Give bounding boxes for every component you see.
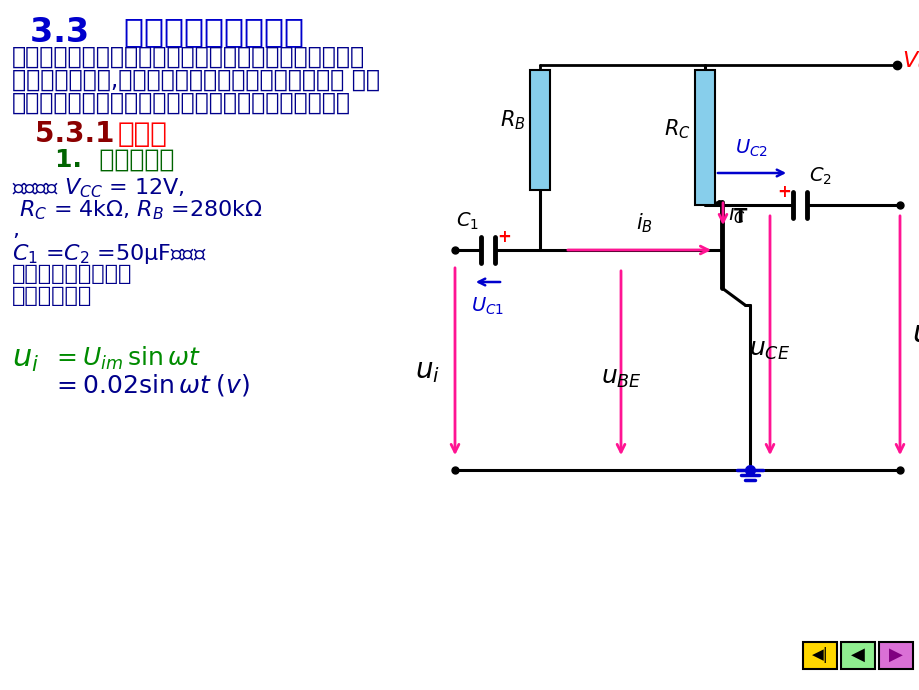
Text: $U_{C2}$: $U_{C2}$ bbox=[734, 138, 767, 159]
Text: 放大电路有输入信号时的工作状态称为动态。动态分析是: 放大电路有输入信号时的工作状态称为动态。动态分析是 bbox=[12, 45, 365, 69]
Text: $U_{C1}$: $U_{C1}$ bbox=[471, 296, 504, 317]
Bar bbox=[878, 642, 912, 669]
Text: $C_1$ =$C_2$ =50μF，三极: $C_1$ =$C_2$ =50μF，三极 bbox=[12, 242, 207, 266]
Text: ▶: ▶ bbox=[888, 646, 902, 664]
Text: 图解法: 图解法 bbox=[118, 120, 167, 148]
Bar bbox=[694, 70, 714, 205]
Text: ◀|: ◀| bbox=[811, 647, 827, 663]
Text: $C_2$: $C_2$ bbox=[808, 166, 831, 187]
Text: $C_1$: $C_1$ bbox=[456, 210, 479, 232]
Text: $u_o$: $u_o$ bbox=[911, 321, 919, 350]
Text: 1.  输出端开路: 1. 输出端开路 bbox=[55, 148, 175, 172]
Text: $i_C$: $i_C$ bbox=[727, 202, 745, 226]
Text: ,: , bbox=[12, 220, 19, 240]
Text: $R_C$ = 4kΩ, $R_B$ =280kΩ: $R_C$ = 4kΩ, $R_B$ =280kΩ bbox=[12, 198, 263, 221]
Text: $u_{CE}$: $u_{CE}$ bbox=[749, 339, 789, 362]
Text: ◀: ◀ bbox=[850, 646, 864, 664]
Text: T: T bbox=[733, 207, 746, 226]
Text: 管的特性曲线如图所: 管的特性曲线如图所 bbox=[12, 264, 132, 284]
Bar bbox=[840, 642, 874, 669]
Text: 例：已知 $V_{CC}$ = 12V,: 例：已知 $V_{CC}$ = 12V, bbox=[12, 176, 185, 199]
Text: $u_i$: $u_i$ bbox=[414, 357, 439, 386]
Bar bbox=[802, 642, 836, 669]
Text: $u_i$: $u_i$ bbox=[12, 345, 40, 374]
Text: 三极管的各个电压和电流都含有直流分量和交流分量。: 三极管的各个电压和电流都含有直流分量和交流分量。 bbox=[12, 91, 351, 115]
Text: 5.3.1: 5.3.1 bbox=[35, 120, 133, 148]
Text: $= U_{im}\,\sin\omega t$: $= U_{im}\,\sin\omega t$ bbox=[52, 345, 201, 372]
Text: $R_C$: $R_C$ bbox=[664, 118, 690, 141]
Text: $= 0.02\sin\omega t\;(v)$: $= 0.02\sin\omega t\;(v)$ bbox=[52, 372, 250, 398]
Text: 在静态值确定后,分析信号的传输情况。加入输入信号 后，: 在静态值确定后,分析信号的传输情况。加入输入信号 后， bbox=[12, 68, 380, 92]
Text: +: + bbox=[777, 183, 790, 201]
Text: $i_B$: $i_B$ bbox=[635, 211, 652, 235]
Text: $V_{CC}$: $V_{CC}$ bbox=[901, 49, 919, 73]
Bar bbox=[529, 70, 550, 190]
Text: +: + bbox=[496, 228, 510, 246]
Text: 示。输入信号: 示。输入信号 bbox=[12, 286, 92, 306]
Text: $R_B$: $R_B$ bbox=[500, 108, 526, 132]
Text: $u_{BE}$: $u_{BE}$ bbox=[600, 366, 641, 390]
Text: 3.3   放大电路的动态分析: 3.3 放大电路的动态分析 bbox=[30, 15, 303, 48]
